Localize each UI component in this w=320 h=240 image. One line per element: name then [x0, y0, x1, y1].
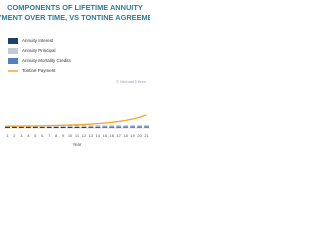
legend-label: Annuity Mortality Credits	[22, 58, 72, 63]
x-tick-label: 8	[55, 133, 58, 138]
bar-segment	[109, 125, 115, 127]
bar-segment	[39, 126, 45, 127]
x-tick-label: 5	[34, 133, 37, 138]
bar-segment	[116, 127, 122, 128]
legend-label: Tontine Payment	[22, 68, 56, 73]
bar-segment	[74, 127, 80, 128]
bar-segment	[74, 125, 80, 127]
bar-segment	[144, 126, 149, 128]
bar-segment	[109, 127, 115, 128]
bar-segment	[95, 126, 101, 128]
x-tick-label: 20	[137, 133, 142, 138]
x-tick-label: 4	[27, 133, 30, 138]
bar-segment	[116, 125, 122, 127]
x-tick-label: 16	[110, 133, 115, 138]
bar-segment	[116, 126, 122, 128]
bar-segment	[46, 126, 52, 127]
x-tick-label: 13	[89, 133, 94, 138]
bar-segment	[46, 126, 52, 128]
legend-swatch	[8, 48, 18, 54]
legend-label: Annuity Interest	[22, 38, 54, 43]
bar-segment	[67, 126, 73, 127]
bar-segment	[53, 126, 59, 127]
bar-segment	[53, 126, 59, 128]
x-tick-label: 17	[116, 133, 121, 138]
x-tick-label: 12	[82, 133, 87, 138]
bar-segment	[95, 127, 101, 128]
bar-segment	[67, 126, 73, 128]
x-tick-label: 2	[13, 133, 16, 138]
bar-segment	[102, 127, 108, 128]
bar-segment	[81, 126, 87, 128]
bar-segment	[137, 126, 143, 128]
bar-segment	[18, 126, 24, 128]
legend-swatch	[8, 58, 18, 64]
x-tick-label: 9	[62, 133, 65, 138]
bar-segment	[88, 127, 94, 128]
bar-segment	[102, 125, 108, 127]
x-tick-label: 1	[6, 133, 9, 138]
chart: COMPONENTS OF LIFETIME ANNUITY PAYMENT O…	[0, 3, 150, 147]
bar-segment	[137, 127, 143, 128]
bar-segment	[102, 126, 108, 128]
x-tick-label: 21	[144, 133, 149, 138]
bar-segment	[123, 126, 129, 128]
bar-segment	[81, 125, 87, 127]
bar-segment	[95, 125, 101, 127]
bar-segment	[25, 126, 31, 128]
line-series	[7, 114, 147, 127]
bar-segment	[130, 125, 136, 127]
x-tick-label: 7	[48, 133, 51, 138]
x-tick-label: 10	[68, 133, 73, 138]
legend-label: Annuity Principal	[22, 48, 56, 53]
bar-segment	[81, 127, 87, 128]
x-axis-label: Year	[72, 142, 82, 147]
bar-segment	[123, 127, 129, 128]
bar-segment	[60, 126, 66, 128]
bar-segment	[123, 125, 129, 127]
x-tick-label: 3	[20, 133, 23, 138]
bar-segment	[74, 126, 80, 128]
bar-segment	[32, 126, 38, 128]
x-tick-label: 11	[75, 133, 80, 138]
bar-segment	[39, 126, 45, 128]
bar-segment	[137, 125, 143, 127]
watermark: © Michael Kitces	[116, 79, 146, 84]
bar-segment	[109, 126, 115, 128]
bar-segment	[88, 126, 94, 128]
x-tick-label: 18	[123, 133, 128, 138]
bar-segment	[144, 125, 149, 127]
chart-subtitle: PAYMENT OVER TIME, VS TONTINE AGREEMENT	[0, 13, 150, 22]
x-tick-label: 6	[41, 133, 44, 138]
bar-segment	[11, 126, 17, 128]
bar-segment	[130, 127, 136, 128]
bar-segment	[88, 125, 94, 127]
x-tick-label: 19	[130, 133, 135, 138]
x-tick-label: 14	[96, 133, 101, 138]
legend-swatch	[8, 38, 18, 44]
bar-segment	[5, 126, 10, 128]
bar-segment	[60, 126, 66, 127]
chart-title: COMPONENTS OF LIFETIME ANNUITY	[7, 3, 143, 12]
bar-segment	[130, 126, 136, 128]
x-tick-label: 15	[103, 133, 108, 138]
